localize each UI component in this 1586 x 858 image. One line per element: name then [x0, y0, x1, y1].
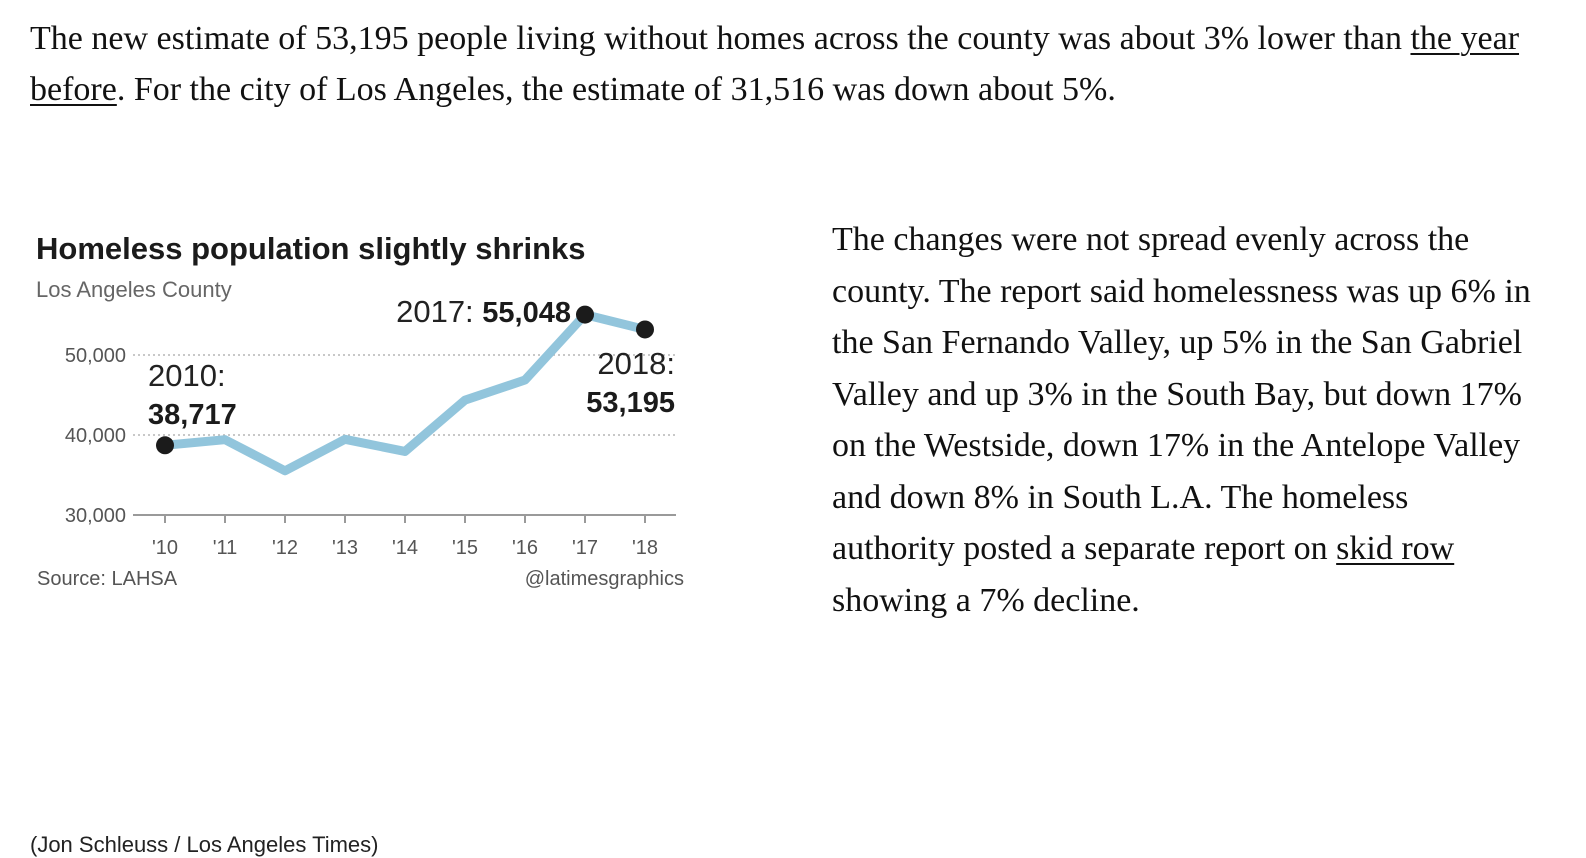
- annotation-label: 2017: 55,048: [396, 294, 571, 329]
- annotation-value-label: 38,717: [148, 399, 237, 431]
- intro-text-start: The new estimate of 53,195 people living…: [30, 20, 1410, 57]
- x-axis: [133, 515, 676, 523]
- chart-credit: @latimesgraphics: [525, 568, 684, 590]
- x-tick-label: '18: [632, 537, 658, 559]
- x-tick-label: '11: [213, 537, 238, 559]
- x-tick-label: '12: [272, 537, 298, 559]
- body-text-start: The changes were not spread evenly acros…: [832, 221, 1531, 567]
- annotation-value-label: 53,195: [586, 387, 675, 419]
- annotation-year-label: 2018:: [597, 346, 675, 381]
- data-point-dot: [636, 320, 654, 338]
- chart-figure: Homeless population slightly shrinks Los…: [0, 215, 780, 655]
- annotation-year-label: 2017:: [396, 294, 482, 329]
- x-tick-label: '15: [452, 537, 478, 559]
- x-axis-tick-labels: '10 '11 '12 '13 '14 '15 '16 '17 '18: [152, 537, 658, 559]
- series-line: [165, 315, 645, 471]
- skid-row-link[interactable]: skid row: [1336, 530, 1454, 567]
- x-tick-label: '10: [152, 537, 178, 559]
- chart-source: Source: LAHSA: [37, 568, 178, 590]
- annotation-value-label: 55,048: [482, 297, 571, 329]
- x-tick-label: '17: [572, 537, 598, 559]
- chart-footer: Source: LAHSA @latimesgraphics: [37, 568, 684, 590]
- y-tick-label: 50,000: [65, 345, 126, 367]
- annotation-year-label: 2010:: [148, 358, 226, 393]
- y-tick-label: 30,000: [65, 505, 126, 527]
- series-line-group: [165, 315, 645, 471]
- line-chart: Homeless population slightly shrinks Los…: [0, 215, 780, 615]
- chart-title: Homeless population slightly shrinks: [36, 231, 586, 266]
- chart-subtitle: Los Angeles County: [36, 277, 232, 302]
- data-point-dot: [156, 436, 174, 454]
- intro-paragraph: The new estimate of 53,195 people living…: [30, 13, 1530, 115]
- y-tick-label: 40,000: [65, 425, 126, 447]
- body-text-end: showing a 7% decline.: [832, 582, 1140, 619]
- y-axis-tick-labels: 30,000 40,000 50,000: [65, 345, 126, 527]
- data-point-dot: [576, 306, 594, 324]
- x-tick-label: '13: [332, 537, 358, 559]
- chart-title-group: Homeless population slightly shrinks Los…: [36, 231, 586, 302]
- intro-text-end: . For the city of Los Angeles, the estim…: [117, 71, 1116, 108]
- photo-caption: (Jon Schleuss / Los Angeles Times): [30, 832, 379, 858]
- body-paragraph: The changes were not spread evenly acros…: [832, 214, 1532, 626]
- x-tick-label: '16: [512, 537, 538, 559]
- x-tick-label: '14: [392, 537, 418, 559]
